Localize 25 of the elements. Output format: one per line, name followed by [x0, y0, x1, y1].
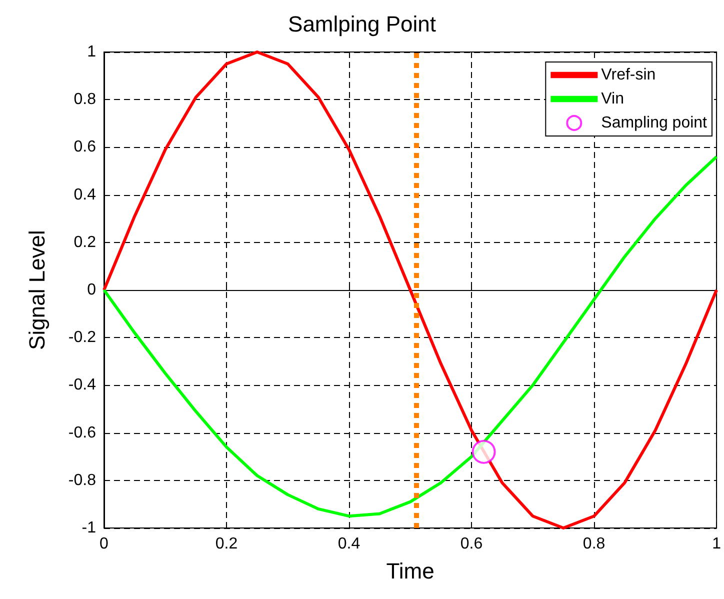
x-tick-label: 1	[712, 536, 722, 552]
y-tick-label: 0.4	[74, 186, 96, 204]
y-tick-label: -0.8	[68, 472, 96, 489]
legend-label: Vin	[601, 90, 624, 108]
x-tick-label: 0	[100, 536, 109, 552]
y-axis-title: Signal Level	[24, 230, 50, 350]
y-tick-label: 0.8	[74, 91, 96, 108]
legend-label: Sampling point	[601, 114, 708, 132]
x-tick-label: 0.2	[215, 536, 238, 552]
x-tick-label: 0.6	[460, 536, 483, 552]
legend-label: Vref-sin	[601, 66, 656, 84]
y-tick-label: 0.2	[74, 234, 96, 251]
y-tick-label: 0.6	[74, 138, 96, 156]
y-tick-label: -1	[82, 520, 96, 536]
y-tick-label: -0.2	[68, 329, 96, 346]
x-tick-label: 0.8	[582, 536, 606, 552]
y-tick-label: 0	[87, 282, 96, 298]
y-tick-label: -0.4	[68, 376, 96, 394]
x-tick-label: 0.4	[338, 536, 360, 552]
chart-title: Samlping Point	[288, 12, 436, 36]
y-tick-label: 1	[87, 44, 96, 60]
line-series	[102, 50, 718, 530]
line-series	[102, 155, 718, 518]
y-tick-label: -0.6	[68, 424, 96, 442]
x-axis-title: Time	[386, 558, 434, 584]
